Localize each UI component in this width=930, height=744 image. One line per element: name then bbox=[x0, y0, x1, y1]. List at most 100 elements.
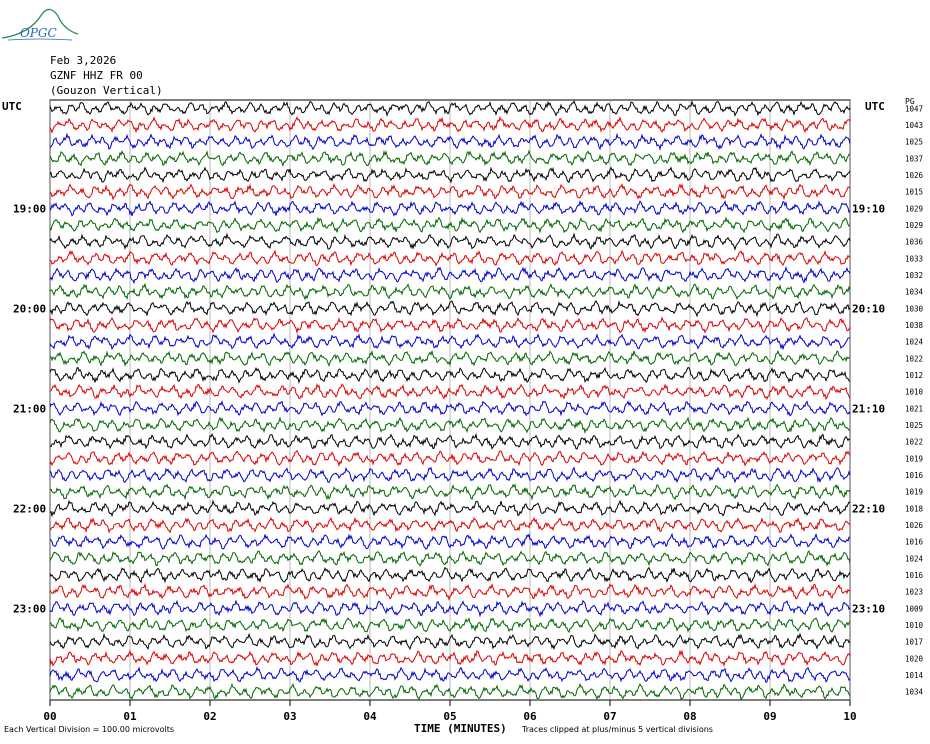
right-hour-label: 22:10 bbox=[852, 502, 885, 515]
trace-value-label: 1010 bbox=[905, 388, 924, 397]
date-label: Feb 3,2026 bbox=[50, 54, 117, 67]
x-tick-label: 06 bbox=[523, 710, 537, 723]
seismic-trace bbox=[49, 665, 851, 684]
trace-value-label: 1018 bbox=[905, 504, 924, 513]
component-label: (Gouzon Vertical) bbox=[50, 84, 163, 97]
seismic-trace bbox=[49, 416, 851, 435]
opgc-logo bbox=[1, 8, 79, 41]
right-hour-label: 19:10 bbox=[852, 202, 885, 215]
seismic-trace bbox=[49, 550, 851, 567]
trace-value-label: 1025 bbox=[905, 421, 923, 430]
trace-value-label: 1020 bbox=[905, 654, 924, 663]
trace-value-label: 1017 bbox=[905, 638, 923, 647]
trace-value-label: 1014 bbox=[905, 671, 924, 680]
trace-value-label: 1022 bbox=[905, 438, 923, 447]
trace-value-label: 1030 bbox=[905, 304, 924, 313]
seismic-trace bbox=[49, 182, 851, 201]
right-hour-label: 20:10 bbox=[852, 302, 885, 315]
x-tick-label: 05 bbox=[443, 710, 456, 723]
seismic-trace bbox=[49, 483, 851, 501]
x-tick-label: 02 bbox=[203, 710, 216, 723]
x-tick-label: 09 bbox=[763, 710, 776, 723]
seismic-trace bbox=[49, 100, 851, 117]
seismic-trace bbox=[49, 232, 851, 251]
trace-value-label: 1032 bbox=[905, 271, 923, 280]
seismic-trace bbox=[49, 216, 851, 234]
trace-value-label: 1022 bbox=[905, 354, 923, 363]
trace-value-label: 1026 bbox=[905, 521, 924, 530]
seismic-trace bbox=[49, 132, 851, 152]
seismic-trace bbox=[49, 649, 851, 668]
trace-value-label: 1024 bbox=[905, 338, 924, 347]
trace-value-label: 1016 bbox=[905, 471, 924, 480]
seismic-trace bbox=[49, 432, 851, 450]
trace-value-label: 1026 bbox=[905, 171, 924, 180]
trace-value-label: 1029 bbox=[905, 204, 923, 213]
x-tick-label: 08 bbox=[683, 710, 696, 723]
seismic-trace bbox=[49, 115, 851, 134]
trace-value-label: 1016 bbox=[905, 571, 924, 580]
trace-value-label: 1021 bbox=[905, 404, 923, 413]
trace-value-label: 1015 bbox=[905, 188, 923, 197]
seismic-trace bbox=[49, 282, 851, 301]
seismic-trace bbox=[49, 166, 851, 184]
seismic-trace bbox=[49, 599, 851, 618]
trace-value-label: 1047 bbox=[905, 104, 923, 113]
seismic-trace bbox=[49, 249, 851, 267]
utc-left-label: UTC bbox=[2, 100, 22, 113]
left-hour-label: 22:00 bbox=[13, 502, 46, 515]
clip-note: Traces clipped at plus/minus 5 vertical … bbox=[522, 725, 713, 734]
x-tick-label: 04 bbox=[363, 710, 377, 723]
seismic-trace bbox=[49, 582, 851, 601]
seismic-trace bbox=[50, 382, 851, 401]
seismic-trace bbox=[49, 366, 851, 384]
utc-right-label: UTC bbox=[865, 100, 885, 113]
trace-value-label: 1033 bbox=[905, 254, 923, 263]
seismic-trace bbox=[49, 516, 851, 534]
trace-value-label: 1019 bbox=[905, 454, 923, 463]
seismic-trace bbox=[49, 316, 851, 335]
scale-note: Each Vertical Division = 100.00 microvol… bbox=[4, 725, 175, 734]
seismic-trace bbox=[49, 199, 851, 217]
x-tick-label: 00 bbox=[43, 710, 56, 723]
trace-value-label: 1012 bbox=[905, 371, 923, 380]
seismic-trace bbox=[49, 617, 851, 633]
seismic-trace bbox=[49, 682, 851, 701]
trace-value-label: 1024 bbox=[905, 554, 924, 563]
seismic-trace bbox=[49, 449, 851, 468]
trace-value-label: 1010 bbox=[905, 621, 924, 630]
seismic-trace bbox=[49, 332, 851, 351]
seismic-trace bbox=[49, 299, 851, 318]
seismic-trace bbox=[49, 349, 851, 368]
right-hour-label: 21:10 bbox=[852, 402, 885, 415]
station-label: GZNF HHZ FR 00 bbox=[50, 69, 143, 82]
right-hour-label: 23:10 bbox=[852, 602, 885, 615]
trace-value-label: 1043 bbox=[905, 121, 923, 130]
left-hour-label: 19:00 bbox=[13, 202, 46, 215]
trace-value-label: 1029 bbox=[905, 221, 923, 230]
left-hour-label: 21:00 bbox=[13, 402, 46, 415]
x-tick-label: 01 bbox=[123, 710, 137, 723]
seismic-trace bbox=[49, 400, 851, 417]
seismic-trace bbox=[49, 499, 851, 518]
pg-label: PG bbox=[905, 97, 915, 106]
logo-text: OPGC bbox=[20, 26, 57, 40]
trace-value-label: 1038 bbox=[905, 321, 924, 330]
seismic-trace bbox=[49, 265, 851, 285]
trace-value-label: 1023 bbox=[905, 588, 923, 597]
trace-value-label: 1025 bbox=[905, 138, 923, 147]
seismic-trace bbox=[49, 466, 851, 484]
trace-value-label: 1037 bbox=[905, 154, 923, 163]
x-tick-label: 10 bbox=[843, 710, 856, 723]
seismic-trace bbox=[49, 532, 851, 550]
left-hour-label: 20:00 bbox=[13, 302, 46, 315]
seismic-trace bbox=[49, 632, 851, 651]
trace-value-label: 1019 bbox=[905, 488, 923, 497]
trace-value-label: 1034 bbox=[905, 688, 924, 697]
left-hour-label: 23:00 bbox=[13, 602, 46, 615]
trace-value-label: 1034 bbox=[905, 288, 924, 297]
trace-value-label: 1036 bbox=[905, 238, 924, 247]
x-axis-title: TIME (MINUTES) bbox=[414, 722, 507, 735]
trace-value-label: 1016 bbox=[905, 538, 924, 547]
